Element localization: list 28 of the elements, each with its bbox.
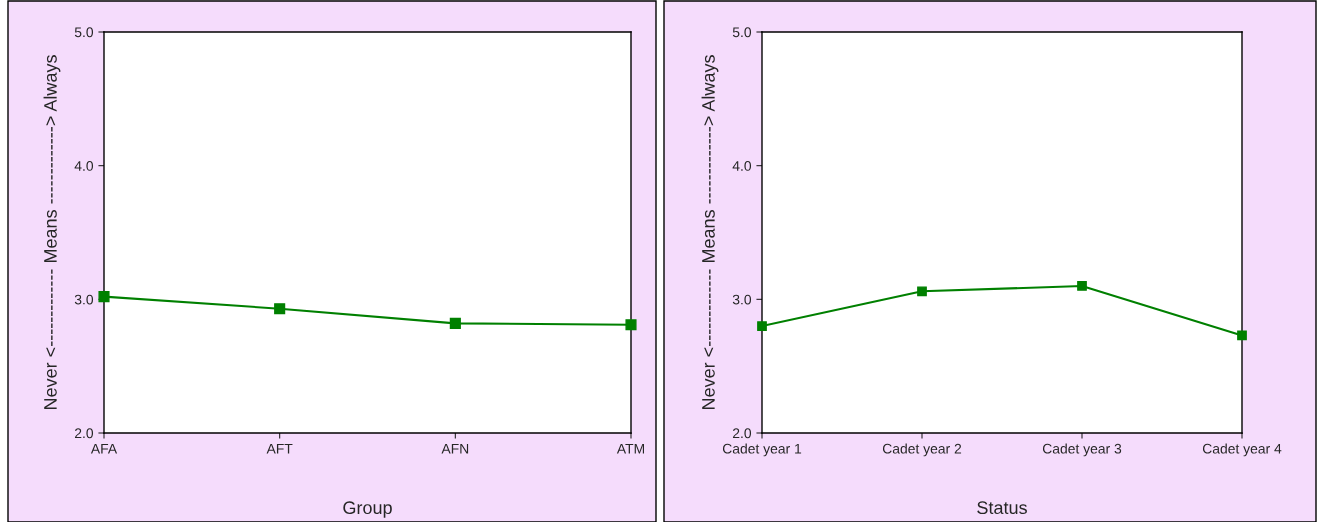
x-tick-label: AFN <box>441 443 469 454</box>
x-tick-label: ATM <box>616 443 645 454</box>
y-tick-label: 5.0 <box>74 27 94 38</box>
y-axis-title: Never <------------- Means -------------> Always <box>701 55 719 410</box>
y-tick-label: 3.0 <box>74 294 94 305</box>
y-axis-title: Never <------------- Means -------------> Always <box>43 55 61 410</box>
x-tick-label: Cadet year 1 <box>722 443 802 457</box>
point <box>1077 281 1087 291</box>
x-axis-title: Status <box>977 501 1027 515</box>
x-tick-label: Cadet year 4 <box>1202 443 1282 457</box>
x-tick-label: Cadet year 2 <box>882 443 962 457</box>
point <box>98 291 110 303</box>
x-axis-title: Group <box>343 501 392 518</box>
point <box>1237 330 1247 341</box>
x-tick-label: Cadet year 3 <box>1042 443 1122 457</box>
point <box>449 317 461 329</box>
y-tick-label: 4.0 <box>74 161 94 171</box>
y-tick-label: 4.0 <box>732 161 752 171</box>
y-tick-label: 2.0 <box>732 428 752 439</box>
point <box>757 321 767 331</box>
x-tick-label: AFA <box>90 443 118 454</box>
point <box>274 303 286 315</box>
point <box>625 319 637 331</box>
y-tick-label: 2.0 <box>74 428 94 439</box>
point <box>917 286 927 297</box>
y-tick-label: 5.0 <box>732 27 752 38</box>
x-tick-label: AFT <box>266 443 293 454</box>
y-tick-label: 3.0 <box>732 294 752 305</box>
